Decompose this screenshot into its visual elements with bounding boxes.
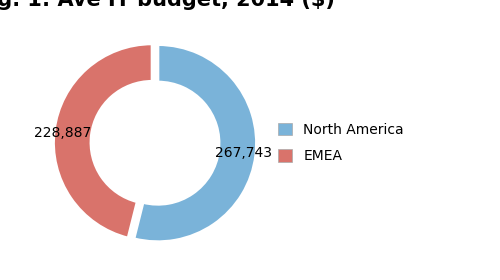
- Title: Fig. 1: Ave IT budget, 2014 ($): Fig. 1: Ave IT budget, 2014 ($): [0, 0, 334, 10]
- Wedge shape: [54, 44, 152, 238]
- Legend: North America, EMEA: North America, EMEA: [273, 117, 409, 169]
- Wedge shape: [134, 45, 256, 242]
- Text: 228,887: 228,887: [34, 126, 92, 140]
- Text: 267,743: 267,743: [214, 146, 272, 160]
